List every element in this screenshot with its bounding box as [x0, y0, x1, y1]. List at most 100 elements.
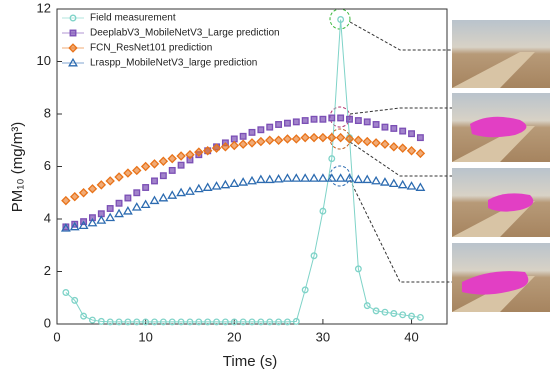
marker — [213, 318, 220, 326]
marker — [230, 318, 238, 326]
marker — [353, 135, 364, 145]
marker — [328, 114, 336, 122]
connector — [349, 21, 452, 51]
x-tick-label: 40 — [404, 329, 418, 344]
marker — [291, 134, 302, 144]
connector — [349, 141, 452, 177]
marker — [390, 310, 398, 317]
y-tick-label: 6 — [44, 158, 51, 173]
x-axis-label: Time (s) — [223, 353, 277, 370]
x-tick-label: 30 — [316, 329, 330, 344]
marker — [380, 139, 390, 149]
marker — [319, 207, 327, 215]
marker — [284, 119, 291, 127]
marker — [106, 318, 114, 326]
marker — [300, 132, 310, 143]
marker — [247, 175, 257, 185]
marker — [335, 173, 346, 182]
marker — [363, 302, 371, 310]
marker — [408, 312, 415, 320]
legend-label: Field measurement — [90, 13, 176, 24]
x-tick-label: 20 — [227, 329, 241, 344]
marker — [211, 181, 222, 190]
marker — [353, 174, 364, 184]
y-tick-label: 12 — [37, 0, 51, 15]
marker — [273, 173, 284, 183]
marker — [310, 115, 318, 123]
marker — [301, 117, 309, 125]
segmentation-mask — [462, 271, 529, 295]
marker — [346, 115, 353, 123]
legend-entry: Lraspp_MobileNetV3_large prediction — [62, 58, 257, 69]
marker — [140, 161, 151, 172]
marker — [275, 318, 283, 326]
marker — [142, 184, 150, 191]
marker — [132, 165, 142, 176]
marker — [61, 195, 71, 206]
marker — [133, 318, 141, 326]
marker — [78, 220, 89, 230]
marker — [327, 132, 337, 143]
marker — [195, 318, 203, 326]
marker — [292, 317, 300, 325]
marker — [238, 139, 248, 149]
marker — [372, 121, 380, 128]
marker — [124, 194, 132, 202]
marker — [185, 186, 195, 195]
marker — [131, 202, 142, 211]
marker — [186, 318, 194, 326]
marker — [177, 318, 185, 326]
marker — [115, 199, 123, 207]
marker — [176, 187, 187, 197]
plot-frame — [56, 8, 448, 325]
marker — [255, 174, 266, 184]
marker — [397, 179, 408, 189]
marker — [97, 317, 105, 325]
marker — [326, 173, 337, 182]
marker — [300, 173, 311, 182]
segmentation-mask — [488, 193, 534, 212]
marker — [87, 184, 98, 194]
marker — [257, 318, 265, 326]
marker — [89, 214, 96, 222]
marker — [62, 289, 70, 296]
marker — [318, 132, 328, 143]
marker — [310, 252, 318, 260]
marker — [168, 166, 176, 174]
marker — [202, 182, 213, 191]
marker — [415, 148, 426, 159]
marker — [158, 156, 169, 166]
marker — [354, 265, 362, 273]
marker — [399, 127, 407, 135]
marker — [176, 151, 186, 161]
marker — [114, 208, 124, 218]
marker — [239, 132, 247, 140]
y-tick-label: 10 — [37, 53, 51, 68]
marker — [229, 140, 239, 151]
marker — [389, 142, 399, 152]
legend-entry: FCN_ResNet101 prediction — [62, 43, 212, 54]
marker — [60, 223, 71, 232]
marker — [275, 121, 283, 128]
marker — [381, 308, 389, 316]
marker — [69, 14, 77, 22]
marker — [381, 123, 389, 131]
marker — [248, 128, 256, 136]
marker — [362, 136, 372, 147]
legend-entry: Field measurement — [62, 13, 176, 24]
marker — [291, 173, 302, 182]
marker — [247, 138, 257, 148]
marker — [257, 126, 265, 134]
marker — [406, 146, 417, 156]
y-tick-label: 4 — [44, 210, 51, 225]
marker — [317, 173, 328, 182]
marker — [193, 183, 204, 193]
marker — [68, 43, 78, 53]
marker — [344, 173, 355, 182]
marker — [238, 177, 249, 186]
legend-label: FCN_ResNet101 prediction — [90, 43, 212, 54]
marker — [105, 176, 115, 186]
marker — [328, 155, 336, 163]
marker — [70, 191, 80, 202]
marker — [185, 149, 195, 160]
